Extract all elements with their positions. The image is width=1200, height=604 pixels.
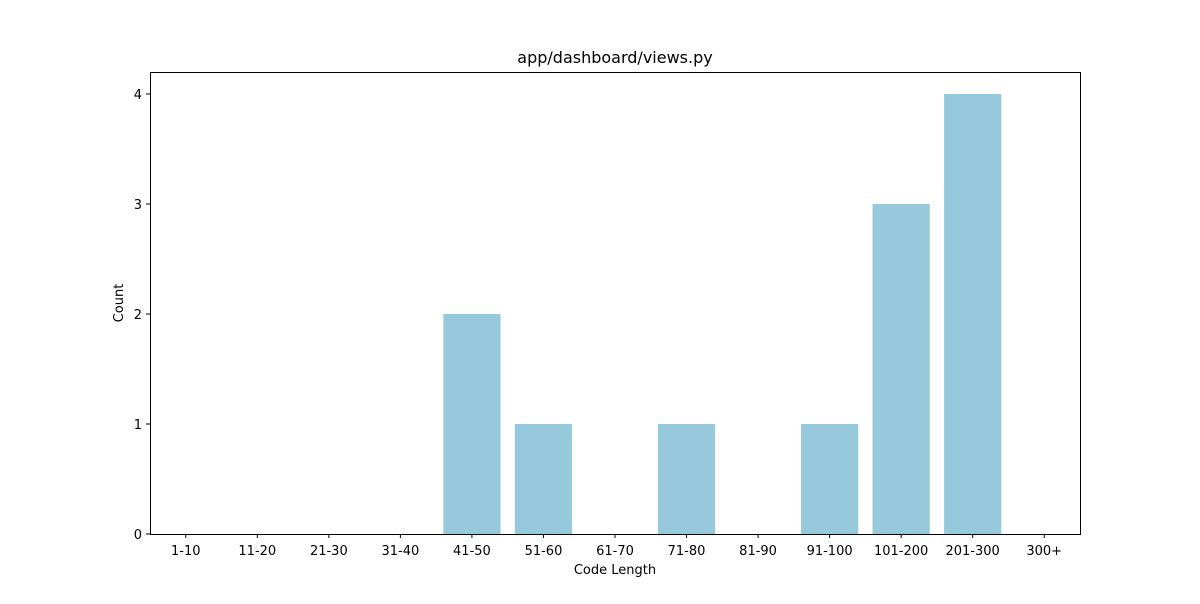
y-tick-label: 0 bbox=[134, 528, 142, 543]
bar-41-50 bbox=[443, 314, 501, 534]
x-tick-label: 41-50 bbox=[453, 544, 491, 559]
bar-91-100 bbox=[801, 424, 859, 534]
x-tick-label: 51-60 bbox=[525, 544, 563, 559]
x-tick-label: 1-10 bbox=[171, 544, 201, 559]
bar-71-80 bbox=[657, 424, 716, 534]
x-tick-label: 300+ bbox=[1026, 544, 1062, 559]
x-tick-label: 31-40 bbox=[381, 544, 419, 559]
bar-51-60 bbox=[514, 424, 573, 534]
x-axis-ticks: 1-10 11-20 21-30 31-40 41-50 51-60 61-70 71-80 8… bbox=[171, 534, 1062, 559]
bars-layer bbox=[443, 94, 1002, 534]
bar-101-200 bbox=[872, 204, 930, 534]
y-axis-ticks: 0 1 2 3 4 bbox=[134, 88, 150, 543]
x-tick-label: 101-200 bbox=[874, 544, 928, 559]
x-tick-label: 201-300 bbox=[946, 544, 1000, 559]
plot-frame bbox=[150, 72, 1081, 535]
x-tick-label: 11-20 bbox=[238, 544, 276, 559]
x-tick-label: 71-80 bbox=[668, 544, 706, 559]
x-tick-label: 61-70 bbox=[596, 544, 634, 559]
y-tick-label: 2 bbox=[134, 308, 142, 323]
chart-title: app/dashboard/views.py bbox=[517, 48, 712, 67]
y-tick-label: 4 bbox=[134, 88, 142, 103]
bar-201-300 bbox=[944, 94, 1002, 534]
x-tick-label: 81-90 bbox=[739, 544, 777, 559]
x-tick-label: 91-100 bbox=[807, 544, 853, 559]
y-tick-label: 3 bbox=[134, 198, 142, 213]
y-axis-label: Count bbox=[112, 284, 127, 323]
y-tick-label: 1 bbox=[134, 418, 142, 433]
x-axis-label: Code Length bbox=[574, 563, 656, 578]
x-tick-label: 21-30 bbox=[310, 544, 348, 559]
